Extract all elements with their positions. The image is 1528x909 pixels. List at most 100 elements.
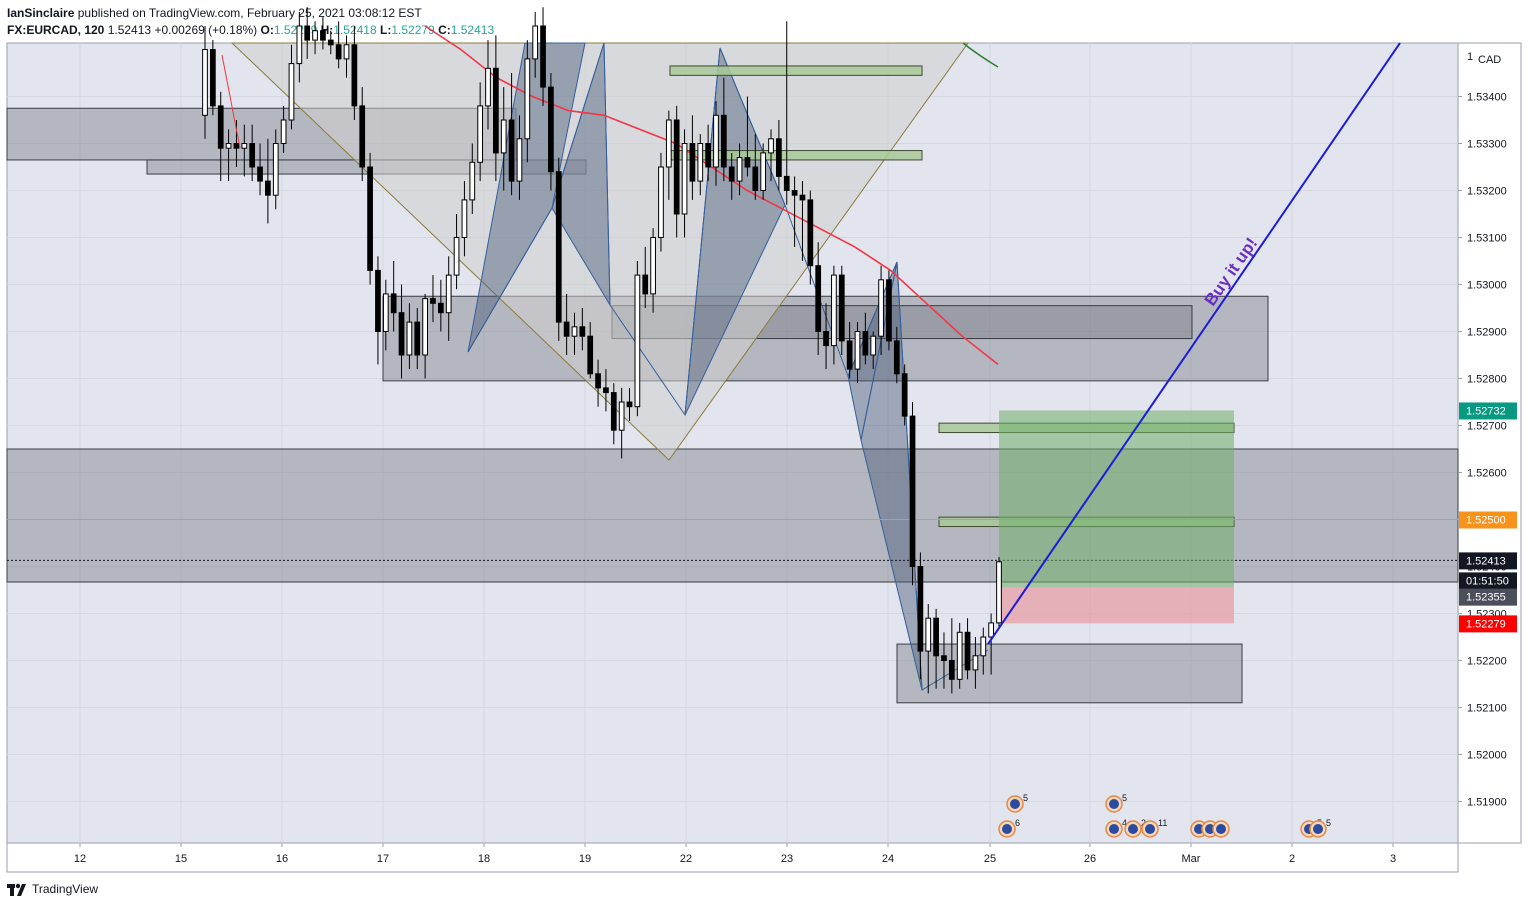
candle bbox=[327, 30, 334, 55]
candle-bear bbox=[265, 180, 271, 196]
candle-bear bbox=[752, 166, 759, 191]
candle-bear bbox=[917, 566, 924, 652]
candle bbox=[272, 129, 279, 210]
price-tick-label: 1.52900 bbox=[1467, 327, 1507, 339]
candle-bear bbox=[320, 30, 326, 41]
candle bbox=[430, 275, 436, 323]
candle bbox=[343, 35, 350, 78]
candle bbox=[603, 369, 609, 412]
price-label-text: 1.52732 bbox=[1466, 405, 1506, 417]
candle bbox=[563, 293, 570, 355]
footer-brand[interactable]: TradingView bbox=[32, 881, 99, 896]
candle bbox=[548, 73, 554, 191]
last-price: 1.52413 bbox=[107, 23, 152, 37]
candle-bear bbox=[540, 25, 546, 88]
candle-bear bbox=[579, 326, 586, 337]
candle bbox=[288, 44, 295, 130]
candle bbox=[893, 326, 900, 384]
candle bbox=[618, 387, 625, 459]
candle bbox=[296, 11, 303, 83]
price-tick-label: 1.51900 bbox=[1467, 797, 1507, 809]
candle bbox=[524, 40, 531, 163]
candle-bear bbox=[610, 392, 617, 431]
candle bbox=[398, 284, 405, 379]
candle-bear bbox=[846, 340, 853, 370]
candle-bear bbox=[430, 298, 436, 304]
candle-bear bbox=[327, 39, 334, 46]
candle-bull bbox=[453, 237, 460, 276]
flag-icon bbox=[1216, 824, 1226, 834]
flag-icon bbox=[1109, 824, 1119, 834]
symbol-label[interactable]: FX:EURCAD, 120 bbox=[7, 23, 105, 37]
flag-icon bbox=[1313, 824, 1323, 834]
candle bbox=[878, 265, 884, 355]
price-labels: 1.52732 1.52500 1.52413 01:51:50 1.52355 1.52… bbox=[1459, 402, 1517, 633]
candle bbox=[650, 228, 656, 313]
candle-bear bbox=[705, 143, 711, 168]
time-tick-label: 19 bbox=[579, 853, 591, 865]
candle bbox=[217, 91, 224, 182]
candle-bull bbox=[280, 119, 287, 144]
event-badge-count: 5 bbox=[1326, 818, 1331, 828]
price-tick-label: 1.53300 bbox=[1467, 139, 1507, 151]
candle-bull bbox=[925, 617, 932, 652]
candle bbox=[854, 322, 861, 384]
candle-bear bbox=[838, 274, 845, 342]
candle bbox=[909, 402, 916, 586]
moving-average-line bbox=[424, 25, 999, 366]
candle-bull bbox=[854, 331, 861, 370]
candle-bull bbox=[665, 119, 672, 168]
price-label-bg bbox=[1459, 588, 1517, 606]
candle bbox=[673, 105, 680, 238]
candle bbox=[571, 312, 578, 355]
candle-bear bbox=[783, 175, 790, 191]
time-tick-label: 23 bbox=[781, 853, 793, 865]
price-axis[interactable] bbox=[1457, 42, 1522, 844]
publish-info: published on TradingView.com, February 2… bbox=[77, 6, 422, 20]
candle-bear bbox=[815, 265, 822, 333]
candle bbox=[500, 87, 507, 191]
candle bbox=[681, 129, 688, 238]
candle-bear bbox=[603, 387, 609, 394]
candle bbox=[752, 134, 759, 200]
event-badge-count: 6 bbox=[1015, 818, 1020, 828]
candle bbox=[964, 618, 971, 680]
chart-header: IanSinclaire published on TradingView.co… bbox=[7, 4, 1507, 40]
candle-bear bbox=[304, 25, 311, 41]
author-name[interactable]: IanSinclaire bbox=[7, 6, 75, 20]
time-axis[interactable] bbox=[6, 842, 1459, 873]
price-label-text: 1.52355 bbox=[1466, 592, 1506, 604]
candle bbox=[422, 293, 428, 379]
candle-bear bbox=[626, 401, 633, 408]
candle-bull bbox=[524, 58, 531, 140]
candle-bull bbox=[422, 298, 428, 356]
candle bbox=[980, 627, 987, 675]
candle bbox=[956, 622, 963, 689]
candle-bull bbox=[878, 279, 884, 337]
candle-bear bbox=[210, 49, 216, 107]
candle bbox=[823, 303, 829, 370]
candle-bear bbox=[941, 655, 947, 661]
candle bbox=[265, 138, 271, 224]
price-tick-label: 1.53100 bbox=[1467, 233, 1507, 245]
candle-bear bbox=[508, 119, 515, 182]
candle-bull bbox=[312, 30, 318, 41]
candle bbox=[886, 270, 892, 351]
candle-bear bbox=[587, 335, 594, 375]
candle-bull bbox=[485, 67, 491, 107]
price-tick-label: 1.53200 bbox=[1467, 186, 1507, 198]
candle bbox=[461, 181, 468, 257]
candle-bull bbox=[996, 561, 1002, 624]
candle bbox=[595, 359, 601, 407]
candle-bear bbox=[886, 279, 892, 342]
candle-bull bbox=[768, 138, 774, 154]
time-tick-label: 17 bbox=[377, 853, 389, 865]
candle-bear bbox=[893, 340, 900, 375]
candle bbox=[406, 303, 413, 370]
candle bbox=[587, 322, 594, 379]
price-label-bg bbox=[1459, 615, 1517, 633]
candle bbox=[359, 87, 366, 182]
candle-bull bbox=[988, 622, 994, 638]
candle-bull bbox=[956, 631, 963, 680]
